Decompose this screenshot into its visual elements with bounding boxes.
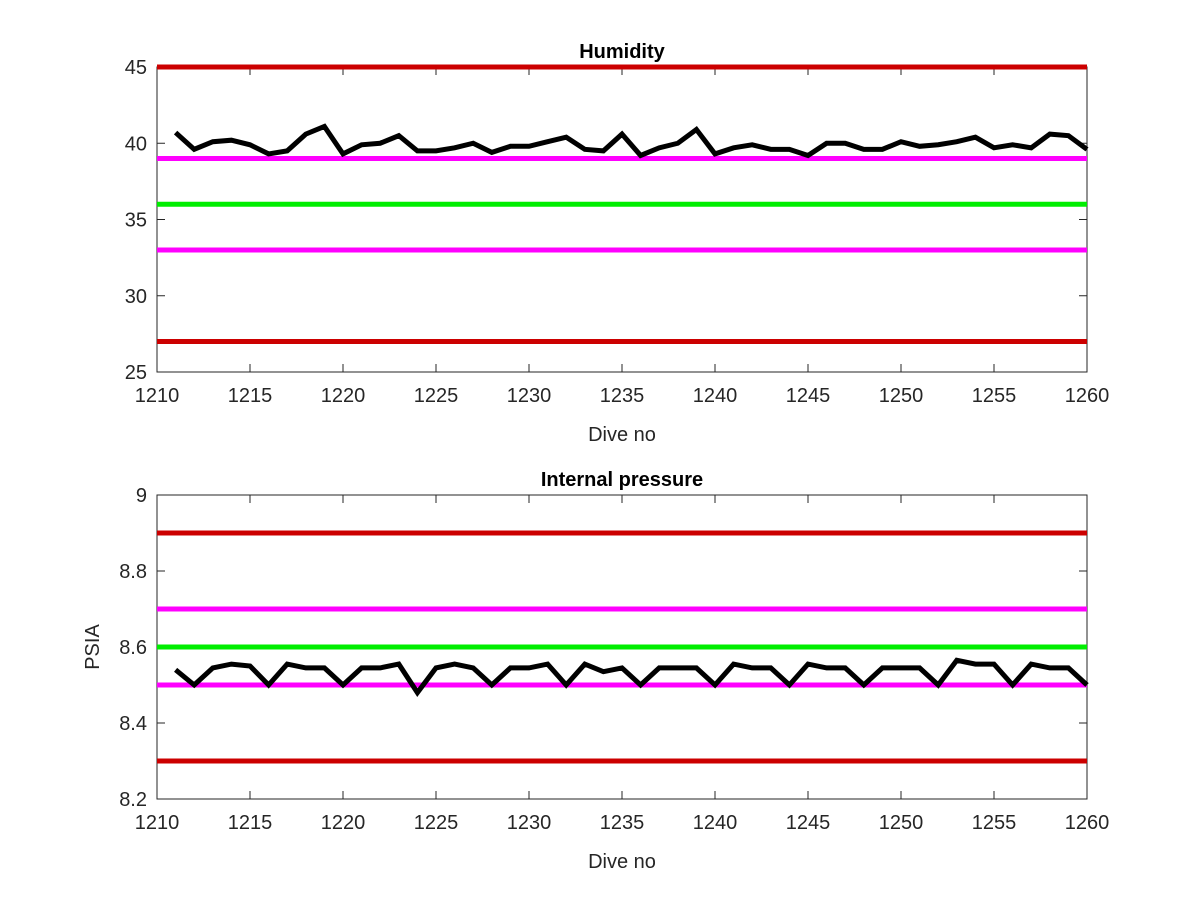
data-line xyxy=(174,657,1089,697)
x-tick-label: 1245 xyxy=(786,812,831,834)
y-tick-label: 25 xyxy=(125,362,147,384)
x-tick-label: 1220 xyxy=(321,812,366,834)
y-tick-label: 40 xyxy=(125,133,147,155)
y-tick-label: 8.2 xyxy=(119,789,147,811)
x-tick-label: 1250 xyxy=(879,385,924,407)
x-tick-label: 1235 xyxy=(600,812,645,834)
x-tick-label: 1230 xyxy=(507,812,552,834)
y-tick-label: 35 xyxy=(125,210,147,232)
data-line xyxy=(173,123,1089,159)
y-tick-label: 8.8 xyxy=(119,561,147,583)
x-tick-label: 1255 xyxy=(972,812,1017,834)
x-tick-label: 1260 xyxy=(1065,812,1110,834)
x-tick-label: 1210 xyxy=(135,385,180,407)
y-tick-label: 9 xyxy=(136,485,147,507)
chart-title: Humidity xyxy=(579,41,665,63)
subplot-1: 1210 1215 1220 1225 1230 1235 1240 1245 1250 1255… xyxy=(125,41,1110,446)
y-tick-label: 8.4 xyxy=(119,713,147,735)
axes-box xyxy=(156,66,1088,373)
subplot-2: 1210 1215 1220 1225 1230 1235 1240 1245 1250 1255… xyxy=(82,469,1109,873)
x-tick-label: 1225 xyxy=(414,812,459,834)
x-tick-label: 1255 xyxy=(972,385,1017,407)
x-axis-label: Dive no xyxy=(588,851,656,873)
x-tick-label: 1210 xyxy=(135,812,180,834)
x-tick-label: 1250 xyxy=(879,812,924,834)
x-tick-label: 1220 xyxy=(321,385,366,407)
x-axis-label: Dive no xyxy=(588,424,656,446)
x-tick-label: 1215 xyxy=(228,385,273,407)
x-tick-label: 1215 xyxy=(228,812,273,834)
x-tick-label: 1240 xyxy=(693,385,738,407)
x-tick-label: 1230 xyxy=(507,385,552,407)
y-tick-label: 30 xyxy=(125,286,147,308)
y-tick-label: 8.6 xyxy=(119,637,147,659)
x-tick-label: 1235 xyxy=(600,385,645,407)
x-tick-label: 1245 xyxy=(786,385,831,407)
y-axis-label: PSIA xyxy=(82,624,104,670)
x-tick-label: 1260 xyxy=(1065,385,1110,407)
chart-title: Internal pressure xyxy=(541,469,703,491)
x-tick-label: 1240 xyxy=(693,812,738,834)
x-tick-label: 1225 xyxy=(414,385,459,407)
y-tick-label: 45 xyxy=(125,57,147,79)
